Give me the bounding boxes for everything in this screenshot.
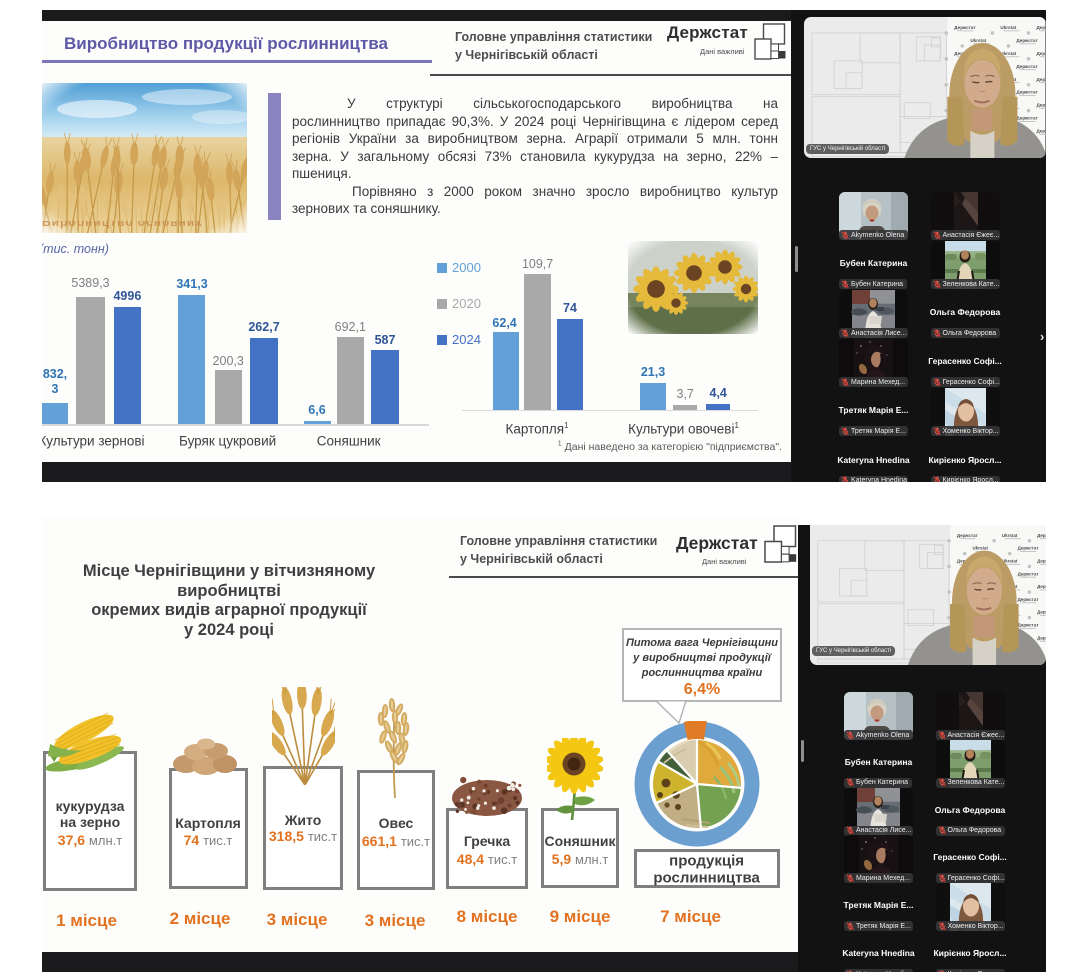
svg-text:Ukrstat: Ukrstat xyxy=(970,37,986,42)
svg-text:Держстат: Держстат xyxy=(1016,37,1038,42)
svg-text:Держстат: Держстат xyxy=(1037,584,1046,589)
svg-text:Держстат: Держстат xyxy=(1037,533,1046,538)
svg-text:Ukrstat: Ukrstat xyxy=(1000,50,1016,55)
svg-text:Держстат: Держстат xyxy=(1016,115,1038,120)
svg-text:Держстат: Держстат xyxy=(1016,89,1038,94)
svg-text:Держстат: Держстат xyxy=(1036,50,1045,55)
svg-text:Держстат: Держстат xyxy=(954,24,976,29)
svg-text:Держстат: Держстат xyxy=(1018,546,1040,551)
svg-text:Держстат: Держстат xyxy=(1037,558,1046,563)
svg-text:Ukrstat: Ukrstat xyxy=(1002,558,1018,563)
svg-text:Держстат: Держстат xyxy=(1036,128,1045,133)
svg-text:Держстат: Держстат xyxy=(1018,623,1040,628)
svg-text:Держстат: Держстат xyxy=(1036,102,1045,107)
svg-text:Держстат: Держстат xyxy=(1037,610,1046,615)
svg-text:Держстат: Держстат xyxy=(1016,63,1038,68)
svg-text:Держстат: Держстат xyxy=(1037,635,1046,640)
svg-text:Держстат: Держстат xyxy=(1018,597,1040,602)
svg-text:Держстат: Держстат xyxy=(957,533,979,538)
svg-text:Ukrstat: Ukrstat xyxy=(1002,533,1018,538)
svg-text:Держстат: Держстат xyxy=(1036,24,1045,29)
svg-text:Ukrstat: Ukrstat xyxy=(1000,24,1016,29)
svg-text:Держстат: Держстат xyxy=(1036,76,1045,81)
svg-text:Ukrstat: Ukrstat xyxy=(973,546,989,551)
svg-text:Держстат: Держстат xyxy=(1018,571,1040,576)
